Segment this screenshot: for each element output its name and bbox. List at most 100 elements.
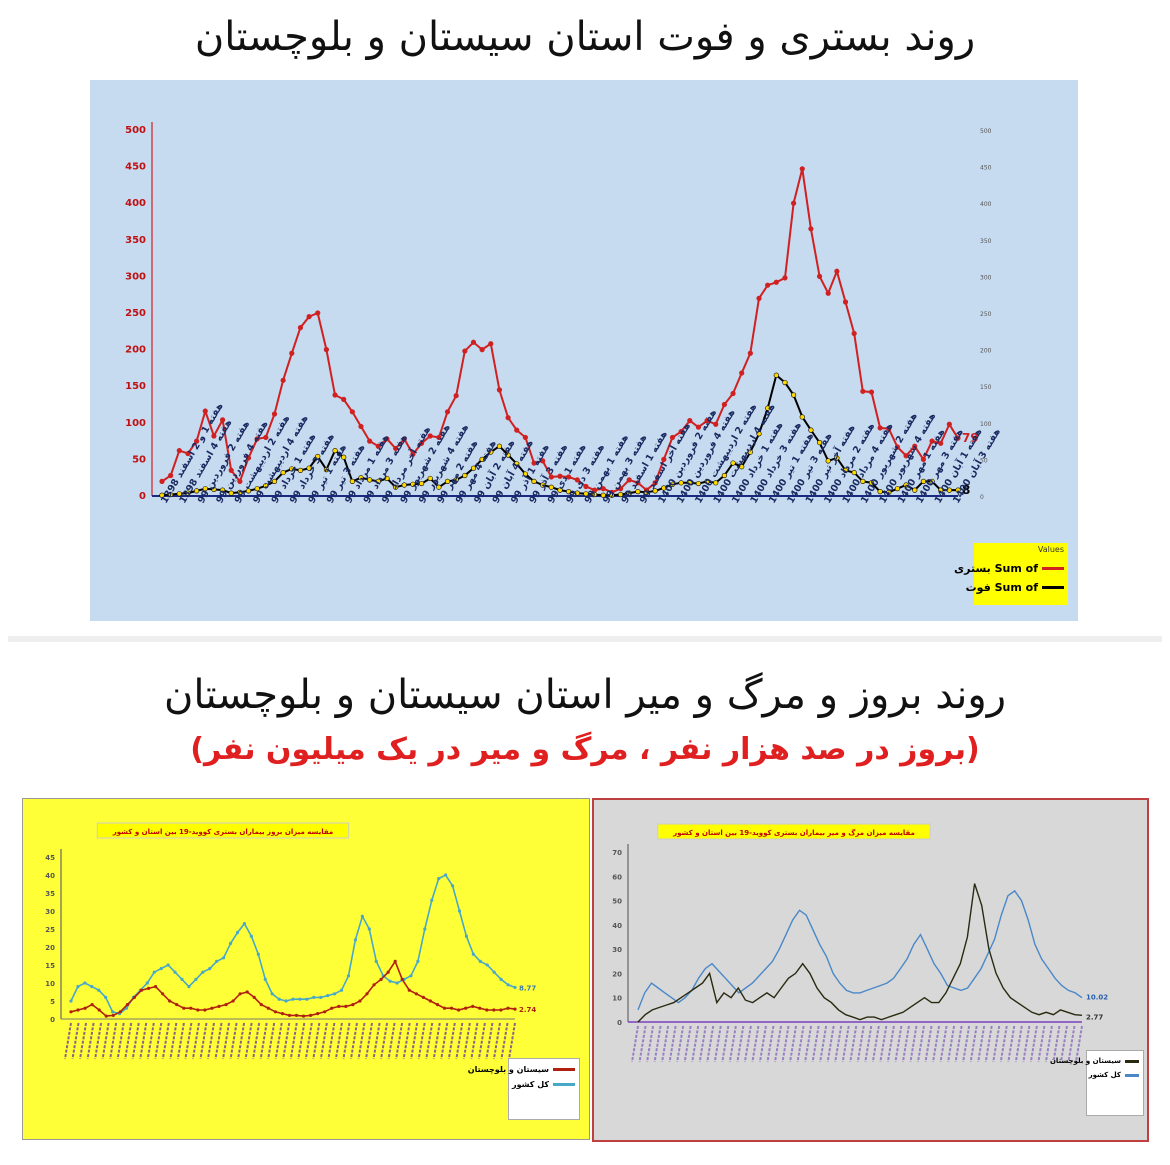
data-point bbox=[506, 983, 510, 987]
data-point bbox=[488, 449, 494, 455]
data-point bbox=[384, 436, 390, 442]
x-tick-label bbox=[1007, 1025, 1016, 1063]
data-point bbox=[609, 492, 615, 498]
data-point bbox=[346, 974, 351, 978]
legend-item-deaths: Sum of فوت bbox=[966, 581, 1064, 594]
data-point bbox=[548, 474, 554, 480]
x-tick-label bbox=[668, 1025, 677, 1063]
x-tick-label bbox=[826, 1025, 835, 1063]
data-point bbox=[457, 1008, 461, 1012]
end-value-label: 2.77 bbox=[1086, 1013, 1103, 1021]
data-point bbox=[111, 1013, 115, 1017]
data-point bbox=[457, 909, 462, 913]
data-point bbox=[69, 999, 73, 1003]
x-tick-label bbox=[691, 1025, 700, 1063]
data-point bbox=[652, 480, 658, 486]
data-point bbox=[687, 418, 693, 424]
x-tick-label bbox=[297, 1022, 306, 1060]
data-point bbox=[626, 490, 632, 496]
data-point bbox=[808, 226, 814, 232]
data-point bbox=[548, 484, 554, 490]
x-tick-label bbox=[819, 1025, 828, 1063]
data-point bbox=[344, 1004, 348, 1008]
x-tick-label bbox=[1075, 1025, 1083, 1063]
data-point bbox=[765, 405, 771, 411]
data-point bbox=[479, 347, 485, 353]
data-point bbox=[83, 1006, 87, 1010]
end-value-label: 2.74 bbox=[519, 1006, 536, 1014]
middle-chart-subtitle: (بروز در صد هزار نفر ، مرگ و میر در یک م… bbox=[190, 732, 980, 767]
x-tick-label bbox=[901, 1025, 910, 1063]
x-tick-label bbox=[977, 1025, 986, 1063]
data-point bbox=[499, 977, 503, 981]
data-point bbox=[505, 452, 511, 458]
data-point bbox=[187, 985, 191, 989]
data-point bbox=[256, 952, 260, 956]
data-point bbox=[309, 1013, 313, 1017]
series-line bbox=[637, 883, 1083, 1023]
data-point bbox=[254, 436, 260, 442]
data-point bbox=[407, 988, 411, 992]
end-value-label: 10.02 bbox=[1086, 994, 1108, 1002]
data-point bbox=[333, 992, 337, 996]
data-point bbox=[367, 477, 373, 483]
x-tick-label bbox=[372, 1022, 381, 1060]
data-point bbox=[574, 490, 580, 496]
x-tick-label bbox=[274, 1022, 283, 1060]
data-point bbox=[479, 456, 485, 463]
data-point bbox=[372, 983, 376, 987]
end-value-label: 8 bbox=[962, 483, 970, 497]
x-tick-label bbox=[169, 1022, 178, 1060]
legend-swatch bbox=[1125, 1059, 1139, 1063]
y-tick-label: 300 bbox=[125, 271, 146, 282]
x-tick-label bbox=[962, 1025, 971, 1063]
chart3-legend: سیستان و بلوچستان کل کشور bbox=[1050, 1050, 1144, 1116]
data-point bbox=[263, 977, 267, 981]
data-point bbox=[816, 273, 823, 279]
x-tick-label bbox=[492, 1022, 501, 1060]
data-point bbox=[173, 970, 177, 974]
y-tick-label: 0 bbox=[617, 1019, 622, 1027]
data-point bbox=[437, 876, 441, 881]
data-point bbox=[730, 460, 736, 466]
x-tick-label bbox=[244, 1022, 253, 1060]
x-tick-label bbox=[939, 1025, 948, 1063]
x-tick-label bbox=[282, 1022, 291, 1060]
data-point bbox=[450, 884, 455, 888]
data-point bbox=[695, 480, 702, 487]
end-value-label: 79 bbox=[962, 431, 979, 445]
x-tick-label bbox=[834, 1025, 843, 1063]
x-tick-label bbox=[743, 1025, 752, 1063]
data-point bbox=[600, 492, 606, 498]
data-point bbox=[600, 486, 606, 492]
y2-tick-label: 0 bbox=[980, 494, 984, 501]
data-point bbox=[557, 487, 563, 493]
chart-title-box bbox=[657, 823, 931, 840]
x-tick-label bbox=[698, 1025, 707, 1063]
data-point bbox=[505, 415, 511, 421]
x-tick-label bbox=[751, 1025, 760, 1063]
data-point bbox=[513, 985, 517, 990]
data-point bbox=[315, 310, 321, 316]
data-point bbox=[280, 1012, 285, 1016]
data-point bbox=[513, 1007, 517, 1011]
y-tick-label: 150 bbox=[125, 381, 146, 392]
end-value-label: 8.77 bbox=[519, 984, 536, 992]
data-point bbox=[161, 992, 165, 996]
data-point bbox=[159, 478, 165, 484]
data-point bbox=[652, 488, 658, 494]
data-point bbox=[210, 1006, 214, 1010]
x-tick-label bbox=[440, 1022, 449, 1060]
data-point bbox=[228, 941, 233, 945]
data-point bbox=[514, 461, 520, 467]
data-point bbox=[375, 443, 381, 449]
data-point bbox=[228, 467, 234, 473]
y-tick-label: 50 bbox=[132, 454, 146, 465]
x-tick-label bbox=[259, 1022, 268, 1060]
data-point bbox=[202, 408, 208, 414]
x-tick-label bbox=[932, 1025, 941, 1063]
data-point bbox=[713, 480, 719, 486]
data-point bbox=[245, 455, 252, 461]
y-tick-label: 200 bbox=[125, 345, 146, 356]
x-tick-label bbox=[864, 1025, 873, 1063]
